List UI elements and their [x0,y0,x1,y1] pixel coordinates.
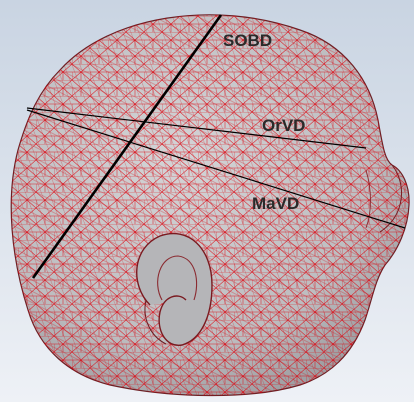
orvd-line [26,107,367,149]
ear [136,233,213,346]
mavd-label: MaVD [252,194,299,213]
sobd-label: SOBD [223,31,272,50]
sobd-line [31,14,223,279]
mavd-line [26,109,406,229]
nose [365,164,403,233]
orvd-label: OrVD [262,116,305,135]
